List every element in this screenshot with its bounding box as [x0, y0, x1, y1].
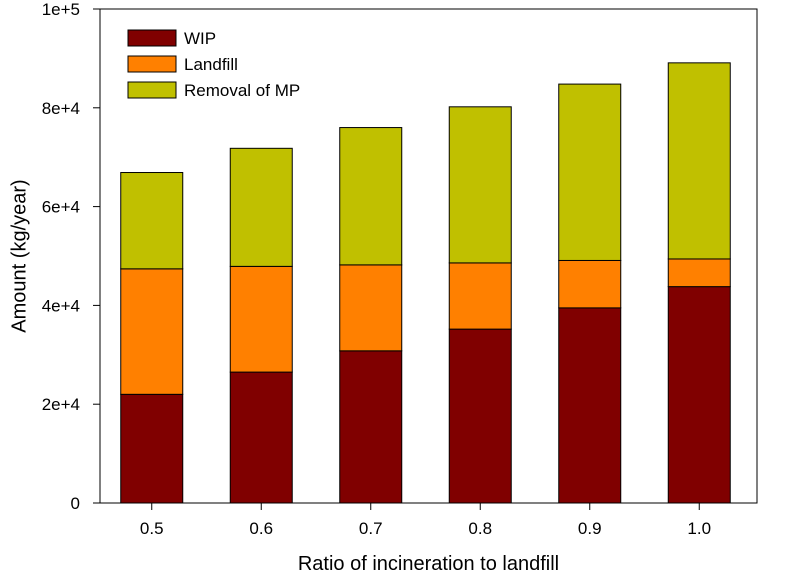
y-tick-label: 1e+5 — [42, 0, 80, 19]
y-axis-ticks: 0 2e+4 4e+4 6e+4 8e+4 1e+5 — [42, 0, 100, 513]
bar-landfill-0-9 — [558, 259, 622, 309]
x-tick-label: 0.9 — [578, 519, 602, 538]
legend: WIP Landfill Removal of MP — [127, 29, 300, 100]
bar-wip-0-6 — [229, 371, 293, 504]
bar-wip-0-8 — [448, 328, 512, 504]
plot-frame — [99, 8, 758, 504]
bar-landfill-0-5 — [120, 268, 184, 395]
x-tick-label: 0.6 — [249, 519, 273, 538]
bar-landfill-0-7 — [339, 264, 403, 352]
x-axis-title: Ratio of incineration to landfill — [298, 553, 559, 575]
bar-removal-of-mp-0-9 — [558, 83, 622, 261]
bar-landfill-1-0 — [667, 258, 731, 288]
bar-removal-of-mp-0-5 — [120, 172, 184, 270]
bar-removal-of-mp-1-0 — [667, 62, 731, 260]
x-tick-label: 0.7 — [359, 519, 383, 538]
x-axis-ticks: 0.5 0.6 0.7 0.8 0.9 1.0 — [140, 503, 711, 538]
bars — [120, 62, 731, 504]
legend-swatch — [127, 81, 177, 99]
x-tick-label: 0.5 — [140, 519, 164, 538]
legend-swatch — [127, 29, 177, 47]
bar-removal-of-mp-0-6 — [229, 147, 293, 267]
x-tick-label: 1.0 — [687, 519, 711, 538]
bar-wip-0-5 — [120, 393, 184, 504]
legend-label: Removal of MP — [184, 81, 300, 100]
x-tick-label: 0.8 — [468, 519, 492, 538]
bar-removal-of-mp-0-8 — [448, 106, 512, 264]
bar-landfill-0-6 — [229, 265, 293, 373]
bar-wip-0-7 — [339, 350, 403, 504]
y-tick-label: 4e+4 — [42, 296, 80, 315]
bar-removal-of-mp-0-7 — [339, 127, 403, 266]
legend-label: Landfill — [184, 55, 238, 74]
legend-swatch — [127, 55, 177, 73]
plot-border — [99, 8, 758, 504]
bar-landfill-0-8 — [448, 262, 512, 330]
y-tick-label: 8e+4 — [42, 99, 80, 118]
bar-wip-0-9 — [558, 307, 622, 504]
y-tick-label: 0 — [71, 494, 80, 513]
legend-label: WIP — [184, 29, 216, 48]
y-axis-title: Amount (kg/year) — [8, 179, 30, 332]
y-tick-label: 2e+4 — [42, 395, 80, 414]
bar-wip-1-0 — [667, 286, 731, 504]
y-tick-label: 6e+4 — [42, 198, 80, 217]
